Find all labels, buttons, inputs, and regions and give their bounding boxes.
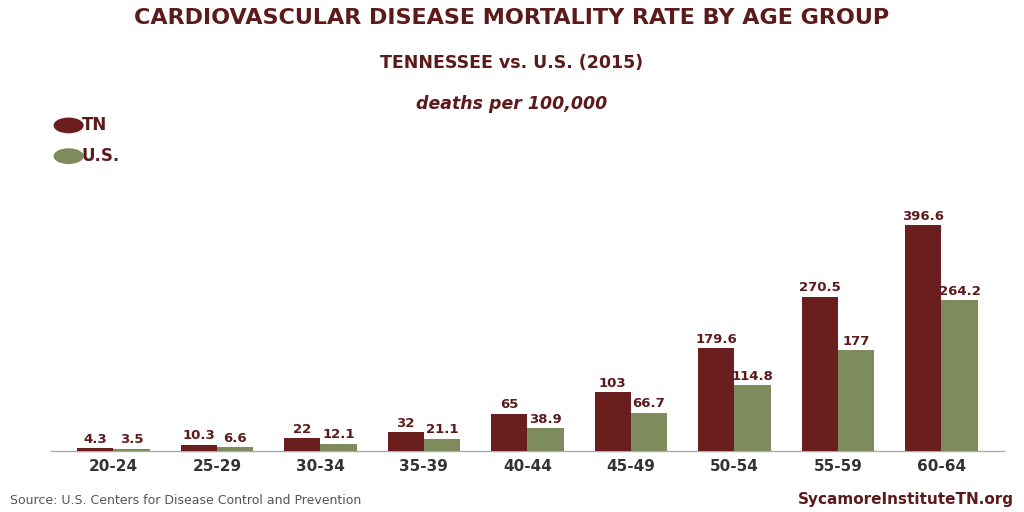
Text: CARDIOVASCULAR DISEASE MORTALITY RATE BY AGE GROUP: CARDIOVASCULAR DISEASE MORTALITY RATE BY… — [134, 8, 890, 28]
Text: 22: 22 — [293, 423, 311, 436]
Text: 12.1: 12.1 — [323, 429, 354, 441]
Bar — [114, 449, 150, 451]
Text: TENNESSEE vs. U.S. (2015): TENNESSEE vs. U.S. (2015) — [381, 54, 643, 72]
Text: 65: 65 — [500, 398, 518, 411]
Bar — [388, 432, 424, 451]
Text: 10.3: 10.3 — [182, 430, 215, 442]
Text: 264.2: 264.2 — [939, 285, 980, 298]
Text: 32: 32 — [396, 417, 415, 430]
Text: TN: TN — [82, 116, 108, 135]
Text: 66.7: 66.7 — [633, 397, 666, 410]
Bar — [492, 414, 527, 451]
Bar — [424, 439, 460, 451]
Bar — [77, 448, 114, 451]
Text: 3.5: 3.5 — [120, 433, 143, 446]
Bar — [698, 348, 734, 451]
Text: 38.9: 38.9 — [529, 413, 562, 426]
Text: SycamoreInstituteTN.org: SycamoreInstituteTN.org — [798, 492, 1014, 507]
Text: 103: 103 — [599, 377, 627, 390]
Bar — [734, 385, 771, 451]
Text: 4.3: 4.3 — [83, 433, 106, 446]
Bar — [905, 225, 941, 451]
Text: 114.8: 114.8 — [731, 370, 773, 383]
Bar — [838, 350, 874, 451]
Bar — [284, 438, 321, 451]
Bar — [180, 445, 217, 451]
Bar — [631, 413, 667, 451]
Bar — [595, 392, 631, 451]
Text: 396.6: 396.6 — [902, 209, 944, 223]
Text: Source: U.S. Centers for Disease Control and Prevention: Source: U.S. Centers for Disease Control… — [10, 494, 361, 507]
Text: 6.6: 6.6 — [223, 432, 247, 444]
Text: deaths per 100,000: deaths per 100,000 — [417, 95, 607, 113]
Text: 179.6: 179.6 — [695, 333, 737, 346]
Text: 177: 177 — [843, 334, 869, 348]
Text: U.S.: U.S. — [82, 147, 120, 165]
Bar — [217, 447, 253, 451]
Bar — [321, 444, 356, 451]
Text: 270.5: 270.5 — [799, 282, 841, 294]
Bar — [802, 296, 838, 451]
Bar — [527, 429, 563, 451]
Bar — [941, 300, 978, 451]
Text: 21.1: 21.1 — [426, 423, 458, 436]
